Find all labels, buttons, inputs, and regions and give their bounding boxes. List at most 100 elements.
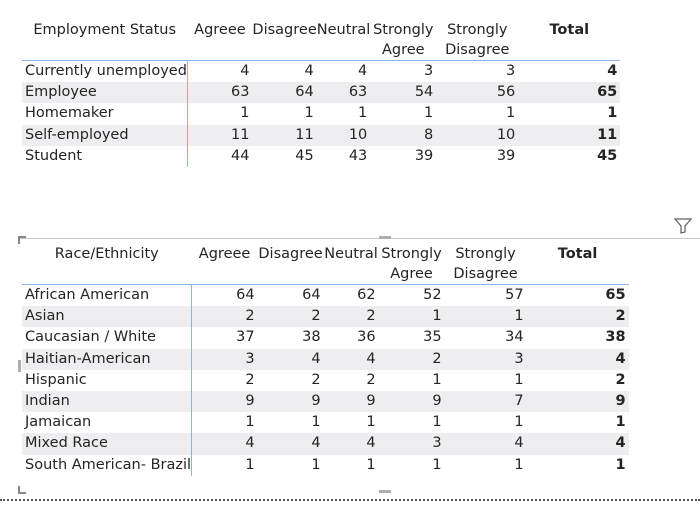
cell-value: 1 [514,456,524,473]
cell-value: 4 [257,433,324,455]
cell-value: 4 [358,63,368,80]
cell-value: 1 [378,306,445,328]
col-header-strongly-disagree[interactable]: Strongly Disagree [444,234,527,285]
row-total: 2 [615,371,626,388]
cell-value: 35 [423,329,442,346]
cell-value: 2 [257,306,324,328]
cell-value: 4 [191,433,258,455]
cell-value: 1 [432,456,442,473]
table-row[interactable]: Asian 2 2 2 1 1 2 [22,306,629,328]
col-header-total[interactable]: Total [526,234,629,285]
cell-value: 1 [432,414,442,431]
col-header-agreee[interactable]: Agreee [187,10,253,61]
cell-value: 9 [323,390,379,413]
row-label: Mixed Race [22,433,193,455]
cell-value: 2 [245,371,255,388]
table-row[interactable]: Homemaker 1 1 1 1 1 1 [22,103,620,125]
row-total: 1 [615,414,626,431]
row-label: Homemaker [22,103,188,125]
col-header-strongly-agree[interactable]: Strongly Agree [378,234,445,285]
resize-handle-bottom[interactable] [379,490,391,493]
canvas-boundary [0,499,700,501]
table-row[interactable]: Haitian-American 3 4 4 2 3 4 [22,348,629,370]
cell-value: 43 [348,147,368,164]
cell-value: 1 [514,414,524,431]
cell-value: 2 [311,371,321,388]
resize-handle-left[interactable] [18,360,21,372]
col-header-neutral[interactable]: Neutral [323,234,379,285]
cell-value: 36 [357,329,376,346]
cell-value: 4 [444,433,527,455]
cell-value: 1 [444,306,527,328]
row-total: 4 [526,433,629,455]
col-header-total[interactable]: Total [518,10,621,61]
table-row[interactable]: Student 44 45 43 39 39 45 [22,145,620,167]
table-row[interactable]: Hispanic 2 2 2 1 1 2 [22,369,629,391]
table-row[interactable]: Currently unemployed 4 4 4 3 3 4 [22,60,620,83]
cell-value: 11 [187,124,253,146]
cell-value: 44 [230,147,250,164]
table-row[interactable]: Self-employed 11 11 10 8 10 11 [22,124,621,146]
row-total: 45 [597,147,618,164]
cell-value: 3 [378,433,445,455]
cell-value: 1 [311,414,321,431]
cell-value: 10 [436,124,519,146]
cell-value: 52 [423,287,442,304]
col-header-neutral[interactable]: Neutral [316,10,371,61]
cell-value: 1 [506,105,516,122]
row-label: Jamaican [22,412,193,434]
cell-value: 1 [245,456,255,473]
table-row[interactable]: South American- Brazil 1 1 1 1 1 1 [22,454,629,476]
row-header[interactable]: Race/Ethnicity [22,234,192,285]
col-header-disagree[interactable]: Disagree [252,10,317,61]
cell-value: 39 [414,147,434,164]
cell-value: 1 [366,414,376,431]
row-header[interactable]: Employment Status [22,10,188,61]
cell-value: 1 [366,456,376,473]
row-total: 11 [518,124,621,146]
cell-value: 4 [323,433,379,455]
resize-corner-bottom-left[interactable] [18,486,26,494]
table-row[interactable]: Jamaican 1 1 1 1 1 1 [22,412,629,434]
col-header-strongly-disagree[interactable]: Strongly Disagree [436,10,519,61]
col-header-disagree[interactable]: Disagree [257,234,324,285]
row-label: Employee [22,82,188,104]
row-label: Self-employed [22,124,188,146]
table-row[interactable]: African American 64 64 62 52 57 65 [22,284,629,307]
cell-value: 3 [424,63,434,80]
row-label: Hispanic [22,369,193,391]
filter-icon[interactable] [674,218,692,234]
cell-value: 9 [191,390,258,413]
cell-value: 62 [357,287,376,304]
table-row[interactable]: Indian 9 9 9 9 7 9 [22,390,629,413]
cell-value: 3 [191,348,258,370]
row-total: 1 [607,105,618,122]
cell-value: 1 [424,105,434,122]
cell-value: 56 [436,82,519,104]
row-total: 9 [526,390,629,413]
cell-value: 8 [370,124,437,146]
row-label: Indian [22,390,193,413]
table-row[interactable]: Mixed Race 4 4 4 3 4 4 [22,433,629,455]
cell-value: 37 [236,329,255,346]
cell-value: 3 [444,348,527,370]
table-row[interactable]: Caucasian / White 37 38 36 35 34 38 [22,327,629,349]
cell-value: 2 [366,371,376,388]
cell-value: 64 [252,82,317,104]
row-label: African American [22,284,193,307]
table-row[interactable]: Employee 63 64 63 54 56 65 [22,82,621,104]
cell-value: 57 [505,287,524,304]
cell-value: 11 [252,124,317,146]
cell-value: 3 [506,63,516,80]
row-label: Caucasian / White [22,327,193,349]
cell-value: 9 [378,390,445,413]
col-header-agreee[interactable]: Agreee [191,234,258,285]
row-label: Asian [22,306,193,328]
cell-value: 64 [236,287,255,304]
cell-value: 1 [304,105,314,122]
cell-value: 39 [496,147,516,164]
row-label: Haitian-American [22,348,193,370]
col-header-strongly-agree[interactable]: Strongly Agree [370,10,437,61]
cell-value: 9 [257,390,324,413]
cell-value: 54 [370,82,437,104]
